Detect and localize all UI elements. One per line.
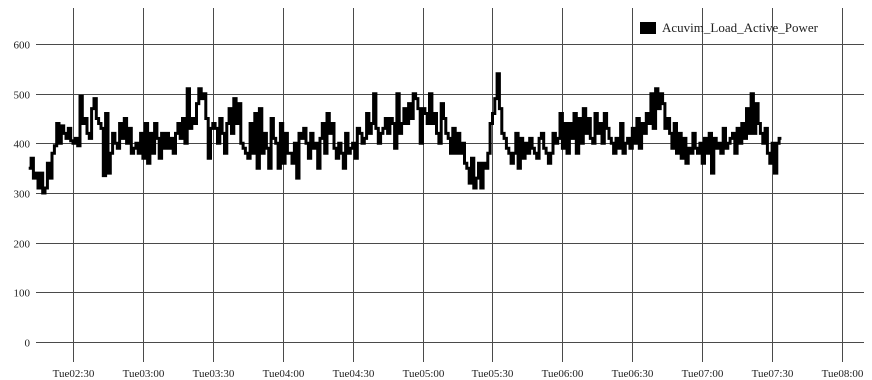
series-layer (28, 72, 782, 195)
x-tick-label: Tue04:30 (333, 368, 375, 380)
y-tick-label: 500 (14, 90, 31, 102)
x-tick-label: Tue05:00 (403, 368, 445, 380)
x-tick-label: Tue06:00 (542, 368, 584, 380)
legend-label: Acuvim_Load_Active_Power (662, 20, 819, 35)
x-tick-label: Tue06:30 (612, 368, 654, 380)
grid (36, 8, 864, 362)
x-tick-label: Tue04:00 (263, 368, 305, 380)
y-tick-label: 0 (25, 338, 31, 350)
y-tick-label: 600 (14, 40, 31, 52)
y-tick-label: 400 (14, 139, 31, 151)
legend[interactable]: Acuvim_Load_Active_Power (640, 20, 819, 35)
x-tick-label: Tue03:00 (123, 368, 165, 380)
x-tick-label: Tue07:30 (752, 368, 794, 380)
y-tick-label: 100 (14, 288, 31, 300)
x-tick-label: Tue02:30 (53, 368, 95, 380)
x-tick-label: Tue07:00 (682, 368, 724, 380)
y-tick-label: 300 (14, 189, 31, 201)
x-tick-label: Tue03:30 (193, 368, 235, 380)
x-tick-label: Tue08:00 (822, 368, 864, 380)
y-tick-label: 200 (14, 239, 31, 251)
x-tick-label: Tue05:30 (472, 368, 514, 380)
series-line-Acuvim_Load_Active_Power (28, 72, 782, 195)
legend-swatch (640, 22, 656, 34)
axis-tick-labels: 0 100 200 300 400 500 600 Tue02:30 Tue03:00 Tue03… (14, 40, 864, 380)
